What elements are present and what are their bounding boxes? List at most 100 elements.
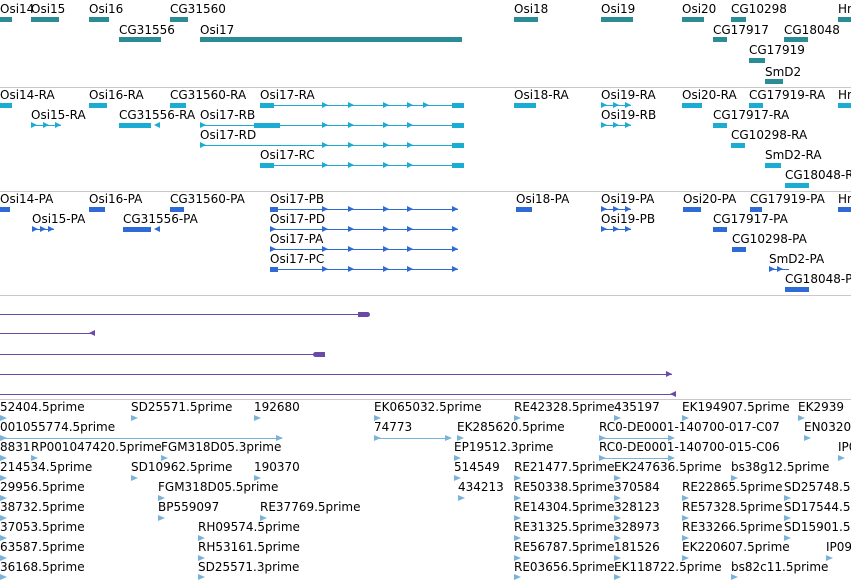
transcript-feature[interactable]: [731, 143, 745, 148]
est-label[interactable]: RE50338.5prime: [514, 480, 615, 494]
transcript-label[interactable]: CG31560-RA: [170, 88, 247, 102]
protein-label[interactable]: CG31556-PA: [123, 212, 198, 226]
est-feature[interactable]: [454, 475, 461, 481]
est-label[interactable]: RE42328.5prime: [514, 400, 615, 414]
est-label[interactable]: 214534.5prime: [0, 460, 93, 474]
est-label[interactable]: EK220607.5prime: [682, 540, 790, 554]
est-feature[interactable]: [784, 495, 791, 501]
est-label[interactable]: bs38g12.5prime: [731, 460, 830, 474]
protein-label[interactable]: CG10298-PA: [732, 232, 807, 246]
alignment-block[interactable]: [313, 352, 325, 357]
gene-feature[interactable]: [731, 17, 746, 22]
est-label[interactable]: EK2939: [798, 400, 844, 414]
protein-feature[interactable]: [683, 207, 701, 212]
alignment-feature[interactable]: [0, 394, 676, 395]
transcript-exon[interactable]: [260, 163, 274, 168]
alignment-feature[interactable]: [0, 333, 94, 334]
gene-feature[interactable]: [838, 17, 851, 22]
est-feature[interactable]: [599, 438, 673, 439]
est-feature[interactable]: [614, 495, 621, 501]
gene-label[interactable]: Hn: [838, 2, 851, 16]
protein-label[interactable]: Osi18-PA: [516, 192, 570, 206]
protein-label[interactable]: SmD2-PA: [769, 252, 825, 266]
est-label[interactable]: 52404.5prime: [0, 400, 85, 414]
est-label[interactable]: BP559097: [158, 500, 220, 514]
est-feature[interactable]: [599, 458, 673, 459]
transcript-label[interactable]: CG18048-RA: [785, 168, 851, 182]
est-feature[interactable]: [131, 475, 138, 481]
protein-label[interactable]: Osi17-PB: [270, 192, 325, 206]
protein-feature[interactable]: [123, 227, 151, 232]
est-label[interactable]: 370584: [614, 480, 660, 494]
est-label[interactable]: SD25571.5prime: [131, 400, 233, 414]
gene-label[interactable]: CG17917: [713, 23, 769, 37]
est-label[interactable]: IP09: [838, 440, 851, 454]
transcript-label[interactable]: Osi14-RA: [0, 88, 55, 102]
est-label[interactable]: EN0320: [804, 420, 851, 434]
gene-feature[interactable]: [765, 79, 783, 84]
gene-feature[interactable]: [514, 17, 538, 22]
transcript-label[interactable]: Osi20-RA: [682, 88, 737, 102]
transcript-label[interactable]: Osi15-RA: [31, 108, 86, 122]
protein-label[interactable]: CG17917-PA: [713, 212, 788, 226]
est-feature[interactable]: [198, 574, 205, 580]
est-label[interactable]: RE21477.5prime: [514, 460, 615, 474]
est-label[interactable]: EK247636.5prime: [614, 460, 722, 474]
est-feature[interactable]: [514, 515, 521, 521]
protein-feature[interactable]: [0, 207, 10, 212]
est-label[interactable]: RE22865.5prime: [682, 480, 783, 494]
gene-label[interactable]: CG31560: [170, 2, 226, 16]
transcript-label[interactable]: Osi16-RA: [89, 88, 144, 102]
est-feature[interactable]: [454, 455, 461, 461]
gene-feature[interactable]: [200, 37, 462, 42]
transcript-feature[interactable]: [119, 123, 151, 128]
transcript-exon[interactable]: [452, 103, 464, 108]
est-feature[interactable]: [254, 475, 261, 481]
est-label[interactable]: RE57328.5prime: [682, 500, 783, 514]
est-feature[interactable]: [31, 455, 38, 461]
transcript-feature[interactable]: [0, 103, 12, 108]
protein-label[interactable]: Osi17-PC: [270, 252, 325, 266]
est-feature[interactable]: [0, 438, 282, 439]
gene-label[interactable]: CG31556: [119, 23, 175, 37]
gene-label[interactable]: Osi20: [682, 2, 717, 16]
est-feature[interactable]: [804, 435, 811, 441]
est-feature[interactable]: [682, 535, 689, 541]
protein-label[interactable]: Osi19-PB: [601, 212, 656, 226]
gene-label[interactable]: CG17919: [749, 43, 805, 57]
est-feature[interactable]: [798, 415, 805, 421]
gene-feature[interactable]: [749, 58, 765, 63]
transcript-label[interactable]: Osi17-RB: [200, 108, 256, 122]
est-feature[interactable]: [374, 415, 381, 421]
est-feature[interactable]: [682, 555, 689, 561]
protein-label[interactable]: Osi14-PA: [0, 192, 54, 206]
est-label[interactable]: EP19512.3prime: [454, 440, 554, 454]
protein-label[interactable]: CG31560-PA: [170, 192, 245, 206]
alignment-feature[interactable]: [0, 354, 320, 355]
est-feature[interactable]: [614, 475, 621, 481]
gene-label[interactable]: Osi17: [200, 23, 235, 37]
est-feature[interactable]: [514, 415, 521, 421]
transcript-label[interactable]: CG31556-RA: [119, 108, 196, 122]
est-label[interactable]: FGM318D05.3prime: [161, 440, 282, 454]
est-feature[interactable]: [826, 555, 833, 561]
est-feature[interactable]: [668, 435, 675, 441]
est-feature[interactable]: [599, 435, 606, 441]
gene-feature[interactable]: [31, 17, 59, 22]
protein-label[interactable]: Osi19-PA: [601, 192, 655, 206]
protein-exon[interactable]: [270, 267, 278, 272]
est-label[interactable]: RE37769.5prime: [260, 500, 361, 514]
gene-label[interactable]: Osi19: [601, 2, 636, 16]
transcript-label[interactable]: CG17917-RA: [713, 108, 790, 122]
alignment-feature[interactable]: [0, 374, 672, 375]
transcript-label[interactable]: CG17919-RA: [749, 88, 826, 102]
est-feature[interactable]: [131, 415, 138, 421]
est-label[interactable]: 8831: [0, 440, 31, 454]
est-feature[interactable]: [158, 495, 165, 501]
est-feature[interactable]: [457, 435, 464, 441]
gene-feature[interactable]: [601, 17, 633, 22]
est-label[interactable]: 181526: [614, 540, 660, 554]
est-feature[interactable]: [445, 435, 452, 441]
transcript-exon[interactable]: [260, 103, 274, 108]
